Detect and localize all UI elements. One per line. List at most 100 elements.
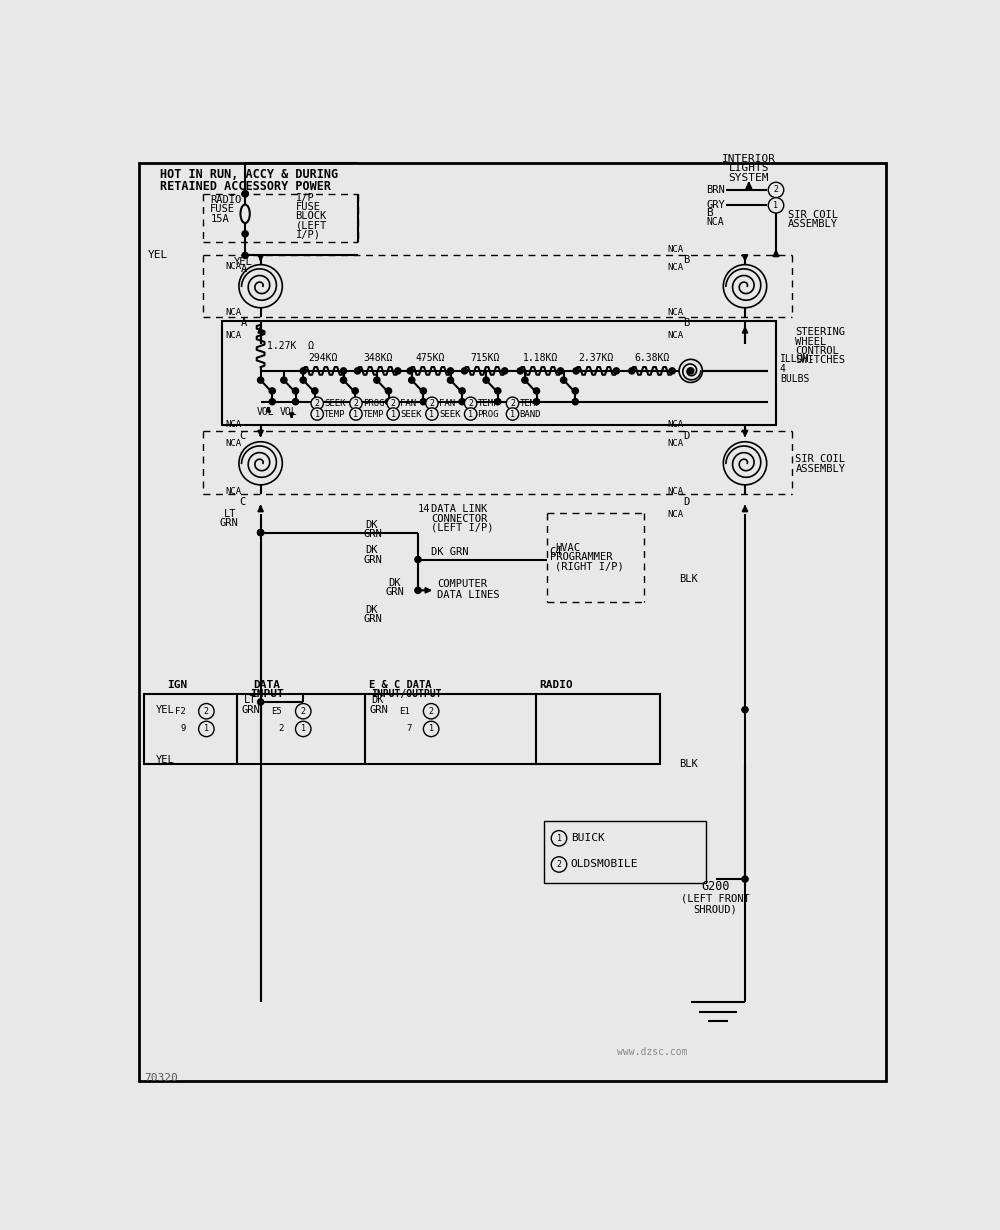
Text: INTERIOR: INTERIOR (722, 154, 776, 164)
Circle shape (385, 399, 392, 405)
Circle shape (533, 387, 540, 394)
Text: FAN: FAN (400, 399, 416, 407)
Text: E & C DATA: E & C DATA (369, 680, 432, 690)
Text: NCA: NCA (668, 421, 684, 429)
Circle shape (258, 699, 264, 705)
Text: RADIO: RADIO (540, 680, 573, 690)
Text: DATA: DATA (253, 680, 280, 690)
Circle shape (742, 876, 748, 882)
Circle shape (292, 387, 299, 394)
Circle shape (426, 397, 438, 410)
Circle shape (350, 397, 362, 410)
Text: SIR COIL: SIR COIL (788, 209, 838, 220)
Text: B: B (706, 208, 713, 218)
Text: 2: 2 (278, 724, 284, 733)
Circle shape (296, 721, 311, 737)
Circle shape (312, 387, 318, 394)
Circle shape (300, 378, 306, 384)
Text: ASSEMBLY: ASSEMBLY (795, 464, 845, 474)
Circle shape (407, 368, 413, 374)
Circle shape (561, 378, 567, 384)
Text: 2: 2 (468, 399, 473, 407)
Text: FUSE: FUSE (296, 202, 320, 212)
Text: 7: 7 (406, 724, 412, 733)
Text: 2: 2 (315, 399, 320, 407)
Circle shape (459, 399, 465, 405)
Text: 9: 9 (180, 724, 185, 733)
Circle shape (374, 378, 380, 384)
Text: FUSE: FUSE (210, 204, 235, 214)
Text: VOL: VOL (280, 407, 298, 417)
Text: ILLUM-: ILLUM- (780, 354, 815, 364)
Text: SIR COIL: SIR COIL (795, 454, 845, 465)
Text: BULBS: BULBS (780, 374, 809, 384)
Text: YEL: YEL (148, 251, 168, 261)
Circle shape (459, 387, 465, 394)
Text: 1: 1 (510, 410, 515, 418)
Text: NCA: NCA (668, 487, 684, 496)
Circle shape (415, 587, 421, 593)
Circle shape (239, 264, 282, 308)
Text: DK: DK (371, 695, 384, 706)
Circle shape (613, 368, 619, 374)
Text: E1: E1 (399, 707, 410, 716)
Text: 15A: 15A (210, 214, 229, 224)
Text: DK: DK (365, 545, 378, 555)
Circle shape (495, 399, 501, 405)
Text: SYSTEM: SYSTEM (729, 173, 769, 183)
Circle shape (426, 408, 438, 421)
Text: (RIGHT I/P): (RIGHT I/P) (555, 561, 624, 572)
Text: 2: 2 (510, 399, 515, 407)
Text: 1: 1 (468, 410, 473, 418)
Circle shape (258, 530, 264, 536)
Text: I/P): I/P) (296, 230, 320, 240)
Text: DATA LINES: DATA LINES (437, 590, 500, 600)
Text: D: D (683, 497, 689, 507)
Text: NCA: NCA (668, 331, 684, 339)
Text: (LEFT FRONT: (LEFT FRONT (681, 893, 750, 903)
Text: HOT IN RUN, ACCY & DURING: HOT IN RUN, ACCY & DURING (160, 169, 338, 181)
Text: DK: DK (388, 578, 401, 588)
Text: BLOCK: BLOCK (296, 212, 327, 221)
Text: 1: 1 (301, 724, 306, 733)
Text: NCA: NCA (668, 509, 684, 519)
Circle shape (447, 378, 454, 384)
Text: 2: 2 (391, 399, 396, 407)
Text: 1.18KΩ: 1.18KΩ (523, 353, 558, 363)
Text: 715KΩ: 715KΩ (470, 353, 499, 363)
Text: F2: F2 (175, 707, 185, 716)
Text: A: A (241, 264, 248, 274)
Ellipse shape (240, 204, 250, 223)
Text: NCA: NCA (226, 487, 242, 496)
Circle shape (517, 368, 523, 374)
Circle shape (773, 187, 779, 193)
Text: 2.37KΩ: 2.37KΩ (579, 353, 614, 363)
Text: 2: 2 (429, 399, 434, 407)
Text: LIGHTS: LIGHTS (729, 164, 769, 173)
Text: GRY: GRY (706, 200, 725, 210)
Circle shape (269, 399, 275, 405)
Text: NCA: NCA (668, 308, 684, 317)
Text: YEL: YEL (234, 257, 252, 267)
Circle shape (461, 368, 468, 374)
Text: HVAC: HVAC (555, 542, 580, 554)
Text: PROG: PROG (363, 399, 384, 407)
Circle shape (312, 399, 318, 405)
Circle shape (551, 857, 567, 872)
Circle shape (629, 368, 635, 374)
Text: INPUT/OUTPUT: INPUT/OUTPUT (371, 689, 442, 700)
Circle shape (242, 191, 248, 197)
Circle shape (242, 252, 248, 258)
Text: RADIO: RADIO (210, 196, 242, 205)
Text: 4: 4 (780, 364, 786, 374)
Circle shape (506, 397, 519, 410)
Text: BLK: BLK (679, 574, 698, 584)
Text: 2: 2 (301, 707, 306, 716)
Text: C: C (240, 430, 246, 440)
Text: GRN: GRN (364, 529, 382, 539)
Circle shape (415, 556, 421, 562)
Text: FAN: FAN (439, 399, 455, 407)
Text: DATA LINK: DATA LINK (431, 504, 487, 514)
Circle shape (352, 399, 358, 405)
Circle shape (300, 368, 306, 374)
